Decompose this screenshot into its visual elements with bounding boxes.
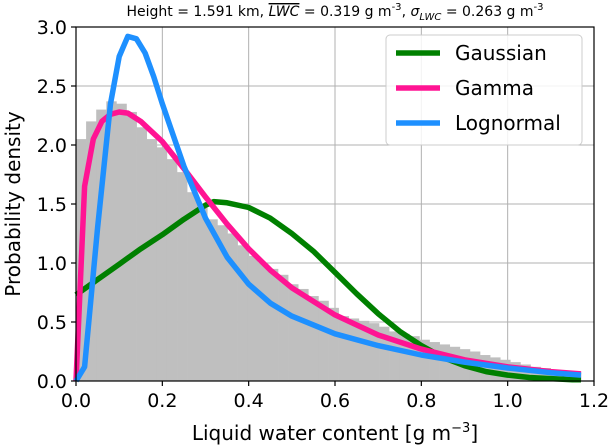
histogram-bar: [116, 103, 127, 381]
series-line-lognormal: [73, 33, 582, 383]
x-tick-label: 1.2: [579, 390, 608, 412]
histogram-bar: [217, 225, 228, 381]
y-axis-label: Probability density: [1, 111, 25, 297]
axis-ticks: 0.0 0.2 0.4 0.6 0.8 1.0 1.2 0.0 0.5 1.0 1.5 2.0 2.5 3…: [37, 17, 608, 412]
x-tick-label: 0.6: [320, 390, 350, 412]
histogram-bar: [419, 339, 430, 381]
histogram-bar: [530, 366, 541, 381]
legend-box: [385, 34, 583, 146]
histogram-bar: [389, 331, 400, 381]
histogram-bar: [96, 109, 107, 381]
histogram-bar: [187, 192, 198, 381]
histogram-bar: [409, 336, 420, 381]
histogram-bar: [328, 307, 339, 381]
histogram-bar: [480, 355, 491, 381]
x-axis-label: Liquid water content [g m−3]: [192, 421, 478, 445]
series-line-gamma: [73, 109, 582, 382]
histogram-bar: [237, 245, 249, 381]
histogram-bar: [368, 323, 380, 381]
series-line-gaussian: [74, 198, 581, 383]
y-tick-label: 3.0: [37, 17, 67, 39]
histogram-bar: [86, 121, 97, 382]
histogram-bar: [207, 219, 218, 381]
histogram-bar: [126, 111, 137, 382]
histogram-bar: [156, 147, 168, 381]
histogram-bar: [278, 274, 289, 381]
x-tick-label: 0.2: [147, 390, 177, 412]
x-tick-label: 0.8: [406, 390, 436, 412]
histogram-bar: [288, 284, 299, 381]
histogram-bar: [106, 101, 117, 381]
histogram-bar: [227, 233, 238, 381]
y-tick-label: 0.0: [37, 371, 67, 393]
y-tick-label: 2.5: [37, 76, 67, 98]
histogram-bar: [267, 268, 279, 381]
histogram-bar: [399, 333, 410, 381]
legend-label-lognormal: Lognormal: [455, 111, 561, 135]
histogram-bar: [247, 255, 259, 381]
histogram-bar: [197, 206, 208, 381]
histogram-bar: [379, 326, 390, 381]
legend: Gaussian Gamma Lognormal: [385, 34, 583, 146]
x-tick-label: 0.0: [61, 390, 91, 412]
legend-label-gaussian: Gaussian: [455, 41, 547, 65]
x-tick-label: 1.0: [493, 390, 523, 412]
legend-label-gamma: Gamma: [455, 76, 534, 100]
histogram-bar: [136, 127, 148, 381]
x-tick-label: 0.4: [234, 390, 264, 412]
histogram-bar: [177, 172, 188, 381]
histogram-bar: [298, 288, 309, 381]
histogram-bar: [308, 296, 319, 381]
y-tick-label: 2.0: [37, 135, 67, 157]
y-tick-label: 1.0: [37, 253, 67, 275]
histogram-bar: [358, 320, 370, 381]
y-tick-label: 1.5: [37, 194, 67, 216]
histogram-bar: [520, 364, 531, 381]
histogram-bar: [429, 342, 440, 381]
histogram-bar: [166, 159, 178, 381]
histogram-bar: [490, 357, 501, 381]
histogram-bar: [439, 344, 451, 381]
y-tick-label: 0.5: [37, 312, 67, 334]
histogram-bar: [338, 316, 350, 381]
histogram-bar: [257, 263, 269, 381]
chart-title: Height = 1.591 km, LWC = 0.319 g m-3, σL…: [126, 2, 543, 23]
histogram-bar: [318, 300, 329, 381]
series-lines: [73, 33, 582, 383]
histogram: [76, 101, 582, 382]
histogram-bar: [146, 139, 158, 381]
histogram-bar: [348, 318, 360, 381]
